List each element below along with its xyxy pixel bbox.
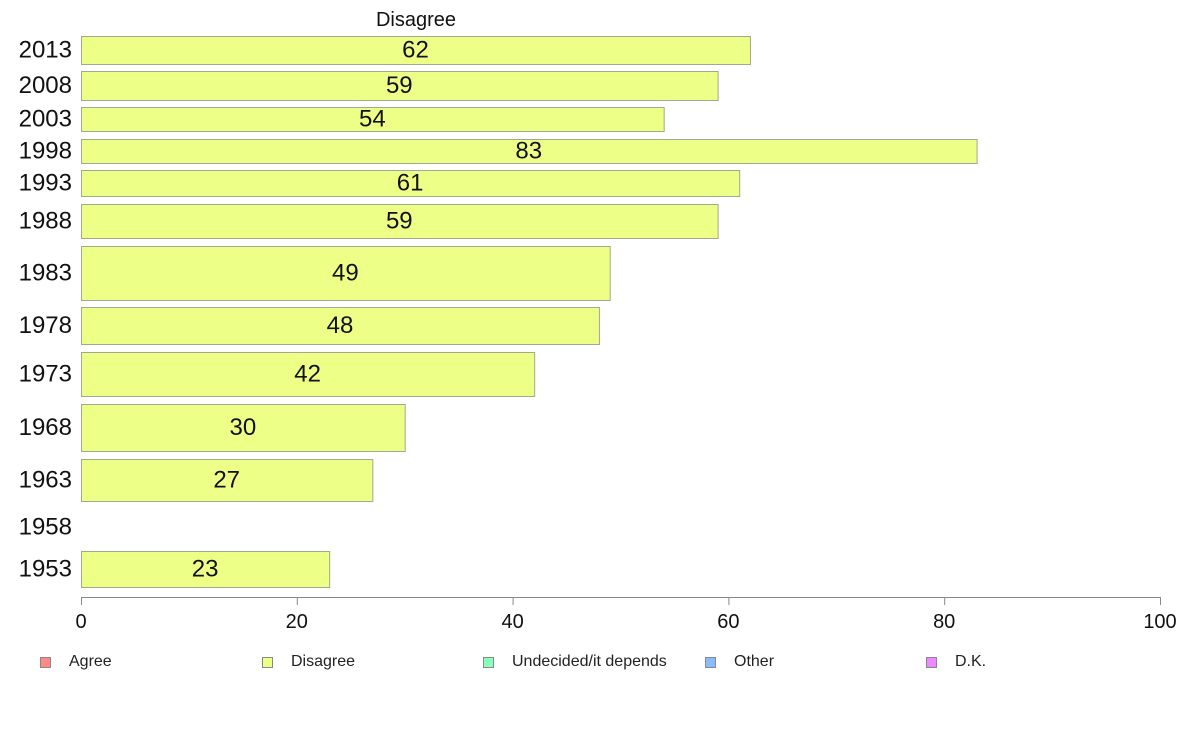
bar-1973 [81,352,536,397]
x-tick-label-20: 20 [286,611,308,633]
bar-2003 [81,107,665,132]
bar-value-label-1963: 27 [213,467,240,494]
bar-value-label-1973: 42 [294,361,321,388]
bar-1993 [81,170,741,197]
y-tick-label-1963: 1963 [19,467,72,494]
bar-1953 [81,551,331,588]
bar-value-label-2003: 54 [359,106,386,133]
x-tick-label-60: 60 [717,611,739,633]
bar-value-label-1998: 83 [515,138,542,165]
y-tick-label-1953: 1953 [19,556,72,583]
legend-item-undecided: Undecided/it depends [483,650,667,674]
x-tick-label-80: 80 [933,611,955,633]
bar-value-label-1953: 23 [192,556,219,583]
legend-label-agree: Agree [69,653,112,670]
legend-label-dk: D.K. [955,653,987,670]
bar-1998 [81,139,978,164]
bar-value-label-2013: 62 [402,37,429,64]
legend-label-disagree: Disagree [291,653,356,670]
x-tick-label-0: 0 [75,611,86,633]
y-tick-label-1998: 1998 [19,138,72,165]
y-tick-label-2013: 2013 [19,37,72,64]
y-tick-label-1968: 1968 [19,414,72,441]
bar-value-label-1968: 30 [229,414,256,441]
legend: Agree Disagree Undecided/it depends Othe… [0,650,1188,674]
y-tick-label-1958: 1958 [19,514,72,541]
bar-2008 [81,71,719,101]
y-tick-label-1978: 1978 [19,312,72,339]
bar-1988 [81,204,719,239]
legend-swatch-other [705,656,716,668]
bar-value-label-1978: 48 [327,312,354,339]
legend-swatch-undecided [483,656,494,668]
x-tick-label-100: 100 [1143,611,1176,633]
bar-1963 [81,459,374,502]
legend-item-disagree: Disagree [262,650,355,674]
x-tick-label-40: 40 [501,611,523,633]
legend-swatch-agree [40,656,51,668]
bar-value-label-1993: 61 [397,170,424,197]
y-tick-label-1983: 1983 [19,260,72,287]
y-axis-labels: 2013 2008 2003 1998 1993 1988 1983 1978 1973 1968… [19,37,72,583]
bar-value-label-2008: 59 [386,72,413,99]
legend-item-dk: D.K. [926,650,986,674]
y-tick-label-2008: 2008 [19,72,72,99]
bar-1978 [81,307,600,345]
bar-value-label-1988: 59 [386,208,413,235]
bar-2013 [81,36,751,65]
y-tick-label-2003: 2003 [19,106,72,133]
y-tick-label-1988: 1988 [19,208,72,235]
y-tick-label-1993: 1993 [19,170,72,197]
bar-value-label-1983: 49 [332,260,359,287]
chart-title: Disagree [376,9,456,31]
y-tick-label-1973: 1973 [19,361,72,388]
bar-1983 [81,246,611,301]
bar-1968 [81,404,406,452]
x-axis: 0 20 40 60 80 100 [75,597,1177,633]
legend-swatch-disagree [262,656,273,668]
legend-label-undecided: Undecided/it depends [512,653,667,670]
legend-label-other: Other [734,653,775,670]
legend-item-agree: Agree [40,650,112,674]
legend-item-other: Other [705,650,774,674]
legend-swatch-dk [926,656,937,668]
